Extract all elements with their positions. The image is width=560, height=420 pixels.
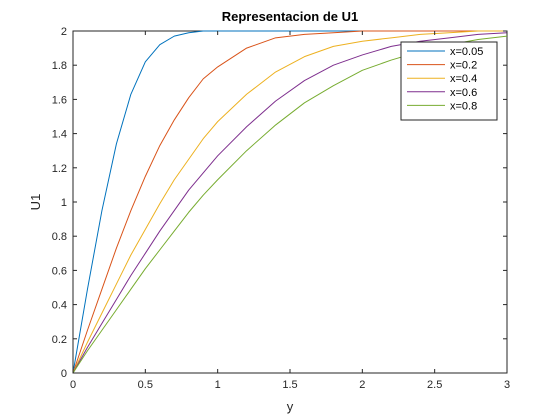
legend-label: x=0.6 bbox=[450, 87, 477, 99]
y-tick-label: 0 bbox=[61, 368, 67, 380]
y-tick-label: 1.8 bbox=[52, 60, 67, 72]
legend-label: x=0.2 bbox=[450, 60, 477, 72]
y-axis-label: U1 bbox=[28, 194, 43, 211]
y-tick-label: 0.8 bbox=[52, 231, 67, 243]
x-tick-label: 1 bbox=[215, 379, 221, 391]
y-tick-label: 0.6 bbox=[52, 265, 67, 277]
y-tick-label: 0.4 bbox=[52, 300, 67, 312]
y-tick-label: 2 bbox=[61, 26, 67, 38]
x-axis-label: y bbox=[287, 399, 294, 414]
y-tick-label: 1.4 bbox=[52, 129, 67, 141]
legend-box bbox=[400, 41, 498, 121]
series-line-3 bbox=[72, 30, 507, 374]
x-tick-label: 2.5 bbox=[427, 379, 442, 391]
ticks-layer: 0 0.5 1 1.5 2 2.5 3 0 0.2 0.4 0.6 0.8 1 1.2 1.4 1.6 1.8 2 bbox=[52, 26, 510, 391]
y-tick-label: 1 bbox=[61, 197, 67, 209]
y-tick-label: 0.2 bbox=[52, 334, 67, 346]
legend-label: x=0.4 bbox=[450, 73, 477, 85]
series-line-2 bbox=[72, 30, 507, 374]
legend-label: x=0.8 bbox=[450, 100, 477, 112]
x-tick-label: 3 bbox=[504, 379, 510, 391]
chart-title: Representacion de U1 bbox=[222, 9, 359, 24]
x-tick-label: 0.5 bbox=[138, 379, 153, 391]
y-tick-label: 1.2 bbox=[52, 163, 67, 175]
legend-label: x=0.05 bbox=[450, 46, 483, 58]
x-tick-label: 2 bbox=[359, 379, 365, 391]
y-tick-label: 1.6 bbox=[52, 94, 67, 106]
legend: x=0.05 x=0.2x=0.4 x=0.6x=0.8 bbox=[400, 41, 498, 121]
x-tick-label: 0 bbox=[70, 379, 76, 391]
x-tick-label: 1.5 bbox=[282, 379, 297, 391]
